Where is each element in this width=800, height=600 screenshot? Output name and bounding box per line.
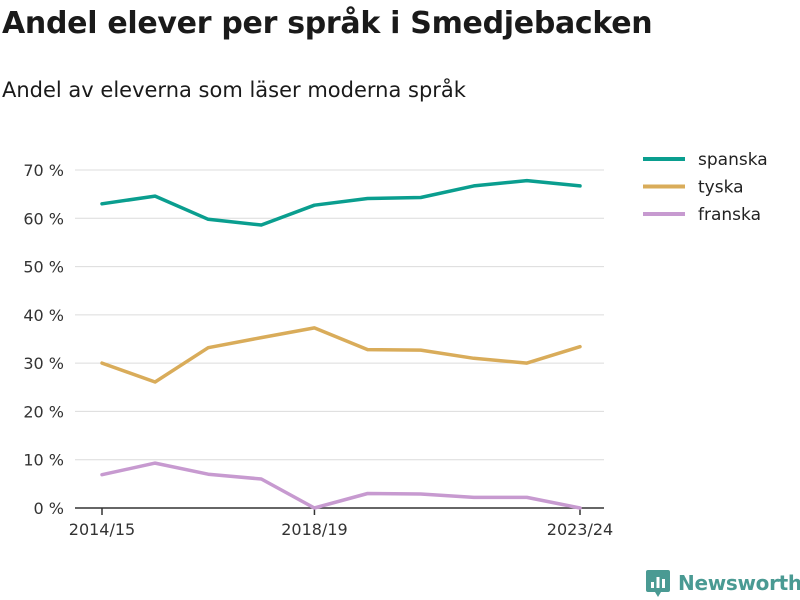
- x-tick-label: 2018/19: [281, 520, 347, 539]
- legend-label: spanska: [698, 150, 768, 170]
- legend[interactable]: spanska tyska franska: [643, 150, 768, 225]
- y-tick-label: 50 %: [23, 258, 64, 277]
- series-lines: [100, 178, 582, 510]
- legend-item-spanska[interactable]: spanska: [643, 150, 768, 170]
- legend-item-tyska[interactable]: tyska: [643, 178, 744, 198]
- y-tick-label: 40 %: [23, 306, 64, 325]
- legend-label: franska: [698, 205, 761, 225]
- y-tick-label: 20 %: [23, 402, 64, 421]
- y-tick-label: 60 %: [23, 209, 64, 228]
- y-axis: 0 % 10 % 20 % 30 % 40 % 50 % 60 % 70 %: [23, 161, 64, 518]
- y-tick-label: 10 %: [23, 451, 64, 470]
- y-tick-label: 0 %: [34, 499, 64, 518]
- series-line-tyska: [100, 326, 582, 384]
- page-title: Andel elever per språk i Smedjebacken: [2, 6, 653, 41]
- x-tick-label: 2014/15: [69, 520, 135, 539]
- x-tick-label: 2023/24: [547, 520, 613, 539]
- gridlines: [75, 169, 604, 461]
- y-tick-label: 70 %: [23, 161, 64, 180]
- y-tick-label: 30 %: [23, 354, 64, 373]
- series-line-franska: [100, 461, 582, 510]
- brand: Newsworthy: [645, 568, 800, 598]
- brand-name: Newsworthy: [678, 571, 800, 595]
- legend-label: tyska: [698, 178, 744, 198]
- page-subtitle: Andel av eleverna som läser moderna språ…: [2, 78, 466, 102]
- series-line-spanska: [100, 178, 582, 227]
- newsworthy-logo-icon: [646, 570, 670, 597]
- x-axis: 2014/15 2018/19 2023/24: [69, 507, 613, 539]
- legend-item-franska[interactable]: franska: [643, 205, 761, 225]
